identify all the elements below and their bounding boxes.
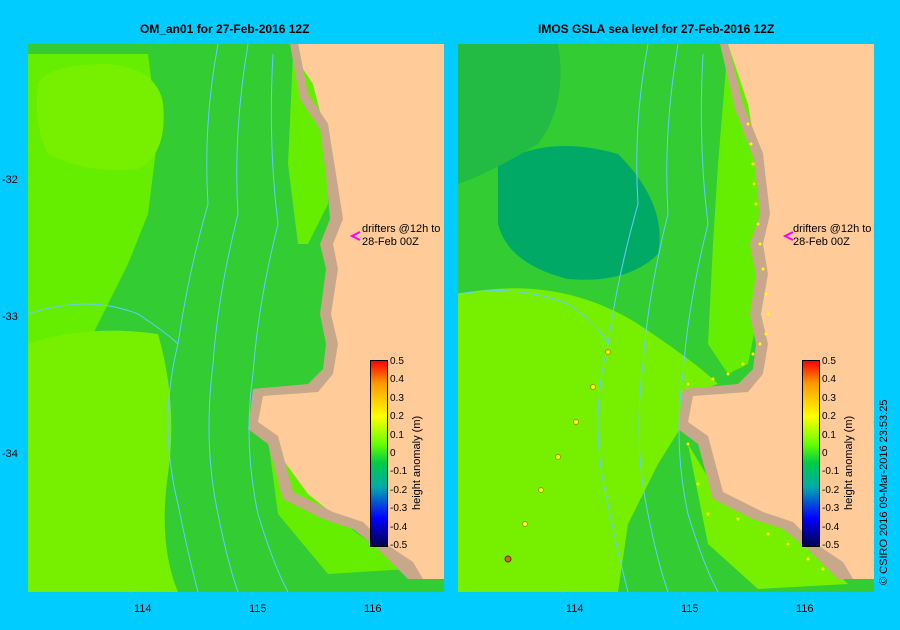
map-panel-right bbox=[458, 44, 874, 592]
colorbar-tick: 0.1 bbox=[822, 429, 836, 441]
drifter-arrow-icon bbox=[783, 231, 794, 241]
colorbar-tick: -0.5 bbox=[390, 540, 408, 551]
colorbar-tick: -0.4 bbox=[390, 521, 408, 533]
panel-title-right: IMOS GSLA sea level for 27-Feb-2016 12Z bbox=[538, 22, 775, 36]
drifter-note-right-line1: drifters @12h to bbox=[793, 223, 872, 235]
colorbar-tick: -0.2 bbox=[822, 484, 840, 496]
colorbar-tick: 0.5 bbox=[390, 356, 404, 367]
colorbar-label-right: height anomaly (m) bbox=[843, 415, 855, 510]
drifter-note-left: drifters @12h to 28-Feb 00Z bbox=[362, 223, 440, 249]
colorbar-tick: 0.4 bbox=[390, 374, 404, 386]
colorbar-tick: 0.2 bbox=[390, 411, 404, 423]
lon-label-left-0: 114 bbox=[134, 603, 152, 615]
buoy-marker bbox=[504, 555, 512, 563]
offshore-eddy bbox=[36, 64, 164, 170]
drifter-note-left-line1: drifters @12h to bbox=[362, 223, 441, 235]
colorbar-right bbox=[802, 360, 820, 547]
colorbar-tick: -0.1 bbox=[390, 466, 408, 478]
observation-dots bbox=[686, 122, 825, 571]
colorbar-tick: 0.4 bbox=[822, 374, 836, 386]
colorbar-tick: -0.1 bbox=[822, 466, 840, 478]
lat-label-left-0: -32 bbox=[2, 174, 18, 186]
drifter-arrow-icon bbox=[350, 231, 361, 241]
drifter-note-left-line2: 28-Feb 00Z bbox=[362, 236, 419, 248]
colorbar-tick: 0.3 bbox=[390, 392, 404, 404]
lat-label-left-2: -34 bbox=[2, 448, 18, 460]
bathymetry-contours bbox=[458, 44, 719, 592]
drifter-note-right-line2: 28-Feb 00Z bbox=[793, 236, 850, 248]
colorbar-tick: 0 bbox=[822, 448, 828, 459]
lon-label-right-2: 116 bbox=[796, 603, 814, 615]
drifter-note-right: drifters @12h to 28-Feb 00Z bbox=[793, 223, 871, 249]
bathymetry-contours bbox=[28, 44, 289, 592]
colorbar-left bbox=[370, 360, 388, 547]
south-light-region bbox=[458, 288, 718, 592]
colorbar-tick: -0.2 bbox=[390, 484, 408, 496]
colorbar-tick: 0.3 bbox=[822, 392, 836, 404]
colorbar-tick: -0.3 bbox=[390, 503, 408, 515]
lon-label-right-0: 114 bbox=[566, 603, 584, 615]
colorbar-label-left: height anomaly (m) bbox=[411, 415, 423, 510]
colorbar-tick: -0.5 bbox=[822, 540, 840, 551]
colorbar-tick: 0.1 bbox=[390, 429, 404, 441]
gsla-sea-level-map bbox=[458, 44, 874, 592]
south-light-strip bbox=[268, 439, 408, 574]
colorbar-tick: 0 bbox=[390, 448, 396, 459]
lon-label-left-2: 116 bbox=[364, 603, 382, 615]
colorbar-tick: 0.5 bbox=[822, 356, 836, 367]
credit-text: © CSIRO 2016 09-Mar-2016 23:53:25 bbox=[878, 399, 890, 585]
northwest-dark-eddy bbox=[498, 146, 660, 280]
colorbar-tick: 0.2 bbox=[822, 411, 836, 423]
coastal-light-strip bbox=[288, 54, 328, 244]
lon-label-left-1: 115 bbox=[249, 603, 267, 615]
map-panel-left bbox=[28, 44, 444, 592]
lon-label-right-1: 115 bbox=[681, 603, 699, 615]
lat-label-left-1: -33 bbox=[2, 311, 18, 323]
south-light-strip bbox=[688, 444, 848, 589]
track-dots bbox=[522, 349, 611, 527]
model-sea-level-map bbox=[28, 44, 444, 592]
panel-title-left: OM_an01 for 27-Feb-2016 12Z bbox=[140, 22, 310, 36]
north-green-band bbox=[458, 44, 561, 184]
colorbar-tick: -0.3 bbox=[822, 503, 840, 515]
southwest-light-region bbox=[28, 330, 178, 592]
colorbar-tick: -0.4 bbox=[822, 521, 840, 533]
